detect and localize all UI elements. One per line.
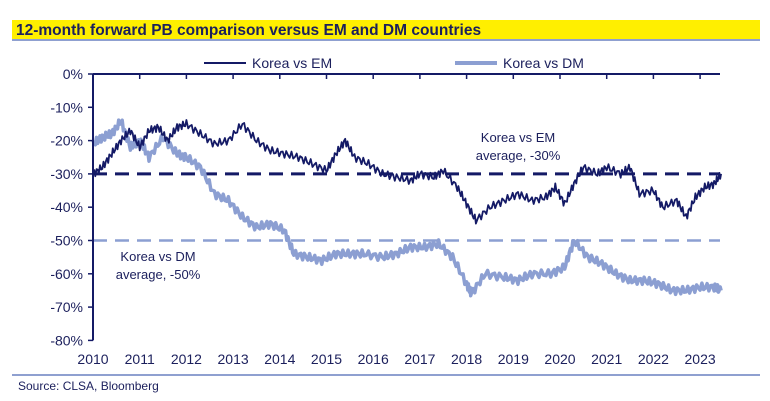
y-tick-label: -10% — [50, 99, 83, 115]
y-tick-label: -50% — [50, 233, 83, 249]
em-average-label-line1: Korea vs EM — [481, 130, 555, 145]
y-tick-label: -60% — [50, 266, 83, 282]
x-tick-label: 2017 — [404, 351, 435, 367]
x-tick-label: 2014 — [264, 351, 295, 367]
source-note: Source: CLSA, Bloomberg — [12, 374, 760, 393]
y-tick-label: 0% — [63, 66, 83, 82]
series-korea-vs-dm — [91, 118, 723, 298]
x-tick-label: 2016 — [358, 351, 389, 367]
y-tick-label: -80% — [50, 332, 83, 348]
x-tick-label: 2020 — [544, 351, 575, 367]
x-tick-label: 2021 — [591, 351, 622, 367]
x-tick-label: 2012 — [171, 351, 202, 367]
dm-average-label-line2: average, -50% — [116, 267, 201, 282]
x-tick-label: 2010 — [77, 351, 108, 367]
x-tick-label: 2013 — [218, 351, 249, 367]
chart-title: 12-month forward PB comparison versus EM… — [12, 20, 760, 41]
dm-average-label-line1: Korea vs DM — [120, 249, 195, 264]
x-tick-label: 2023 — [685, 351, 716, 367]
legend-label-em: Korea vs EM — [252, 55, 332, 71]
x-tick-label: 2018 — [451, 351, 482, 367]
y-tick-label: -40% — [50, 199, 83, 215]
x-tick-label: 2019 — [498, 351, 529, 367]
y-tick-label: -70% — [50, 299, 83, 315]
x-tick-label: 2015 — [311, 351, 342, 367]
series-korea-vs-em — [92, 119, 722, 225]
em-average-label-line2: average, -30% — [476, 148, 561, 163]
x-tick-label: 2011 — [125, 351, 155, 367]
y-tick-label: -20% — [50, 133, 83, 149]
y-tick-label: -30% — [50, 166, 83, 182]
legend-label-dm: Korea vs DM — [503, 55, 584, 71]
x-tick-label: 2022 — [638, 351, 669, 367]
